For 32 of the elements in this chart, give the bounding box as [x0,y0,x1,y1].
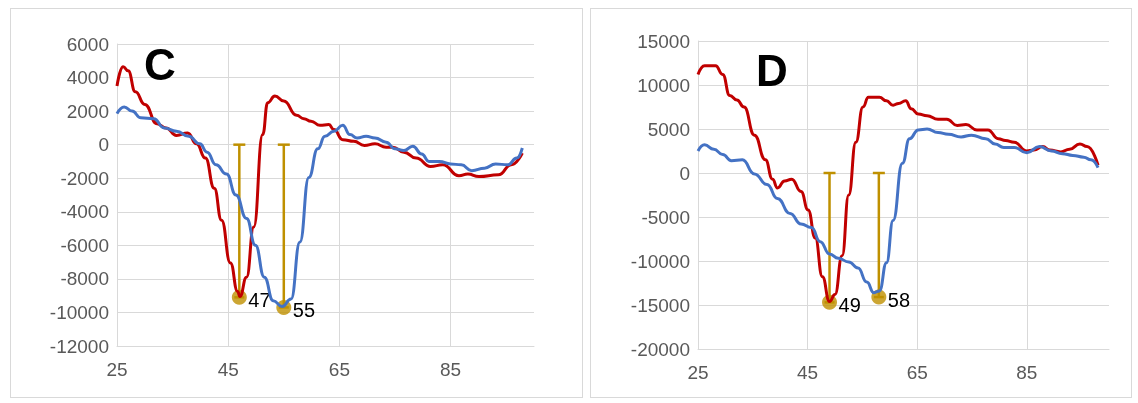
y-tick-label: 0 [679,162,690,184]
annotation: 55 [292,299,316,322]
chart-title: C [144,39,176,89]
y-tick-label: -10000 [49,301,109,323]
y-tick-label: 5000 [647,118,690,140]
y-tick-label: 2000 [66,100,109,122]
x-tick-label: 25 [687,362,709,383]
y-tick-label: 4000 [66,67,109,89]
y-tick-label: 10000 [637,74,690,96]
x-tick-label: 25 [106,359,128,380]
annotation: 47 [248,289,271,312]
y-tick-label: -8000 [60,268,109,290]
x-tick-label: 65 [328,359,350,380]
x-tick-label: 85 [1016,362,1038,383]
x-tick-label: 85 [440,359,462,380]
y-tick-label: -4000 [60,201,109,223]
y-tick-label: -5000 [641,206,690,228]
y-tick-label: -6000 [60,234,109,256]
chart-title: D [756,45,788,95]
y-tick-label: 15000 [637,30,690,52]
y-tick-label: -12000 [49,335,109,357]
y-tick-label: -20000 [630,338,690,360]
x-tick-label: 45 [217,359,239,380]
annotation: 58 [887,289,911,312]
annotation: 49 [838,294,861,317]
y-tick-label: 6000 [66,33,109,55]
y-tick-label: -2000 [60,167,109,189]
y-tick-label: 0 [98,134,109,156]
x-tick-label: 65 [906,362,928,383]
y-tick-label: -10000 [630,250,690,272]
y-tick-label: -15000 [630,294,690,316]
x-tick-label: 45 [797,362,819,383]
